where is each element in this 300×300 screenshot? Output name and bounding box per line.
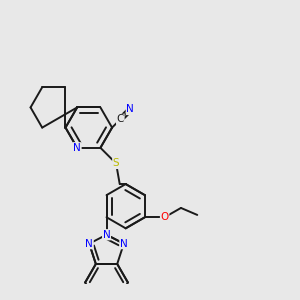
Text: N: N — [73, 143, 81, 153]
Text: S: S — [113, 158, 119, 168]
Text: O: O — [160, 212, 169, 222]
Text: N: N — [85, 238, 93, 249]
Text: N: N — [126, 104, 134, 115]
Text: C: C — [117, 114, 124, 124]
Text: N: N — [120, 238, 128, 249]
Text: N: N — [103, 230, 110, 240]
